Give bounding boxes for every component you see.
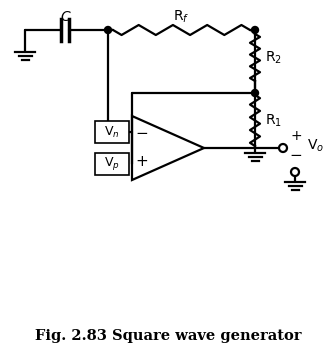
Text: C: C	[60, 10, 70, 24]
Circle shape	[104, 27, 112, 34]
FancyBboxPatch shape	[95, 153, 129, 175]
Circle shape	[291, 168, 299, 176]
Text: V$_p$: V$_p$	[104, 156, 120, 172]
Text: +: +	[290, 129, 302, 143]
Text: Fig. 2.83 Square wave generator: Fig. 2.83 Square wave generator	[35, 329, 301, 343]
Circle shape	[279, 144, 287, 152]
FancyBboxPatch shape	[95, 121, 129, 143]
Text: V$_o$: V$_o$	[307, 138, 324, 154]
Text: V$_n$: V$_n$	[104, 125, 120, 140]
Text: −: −	[290, 149, 302, 163]
Text: +: +	[136, 155, 149, 170]
Text: R$_2$: R$_2$	[265, 49, 282, 66]
Circle shape	[252, 89, 258, 97]
Text: R$_f$: R$_f$	[173, 9, 190, 25]
Text: −: −	[136, 126, 149, 141]
Text: R$_1$: R$_1$	[265, 112, 282, 129]
Circle shape	[252, 27, 258, 34]
